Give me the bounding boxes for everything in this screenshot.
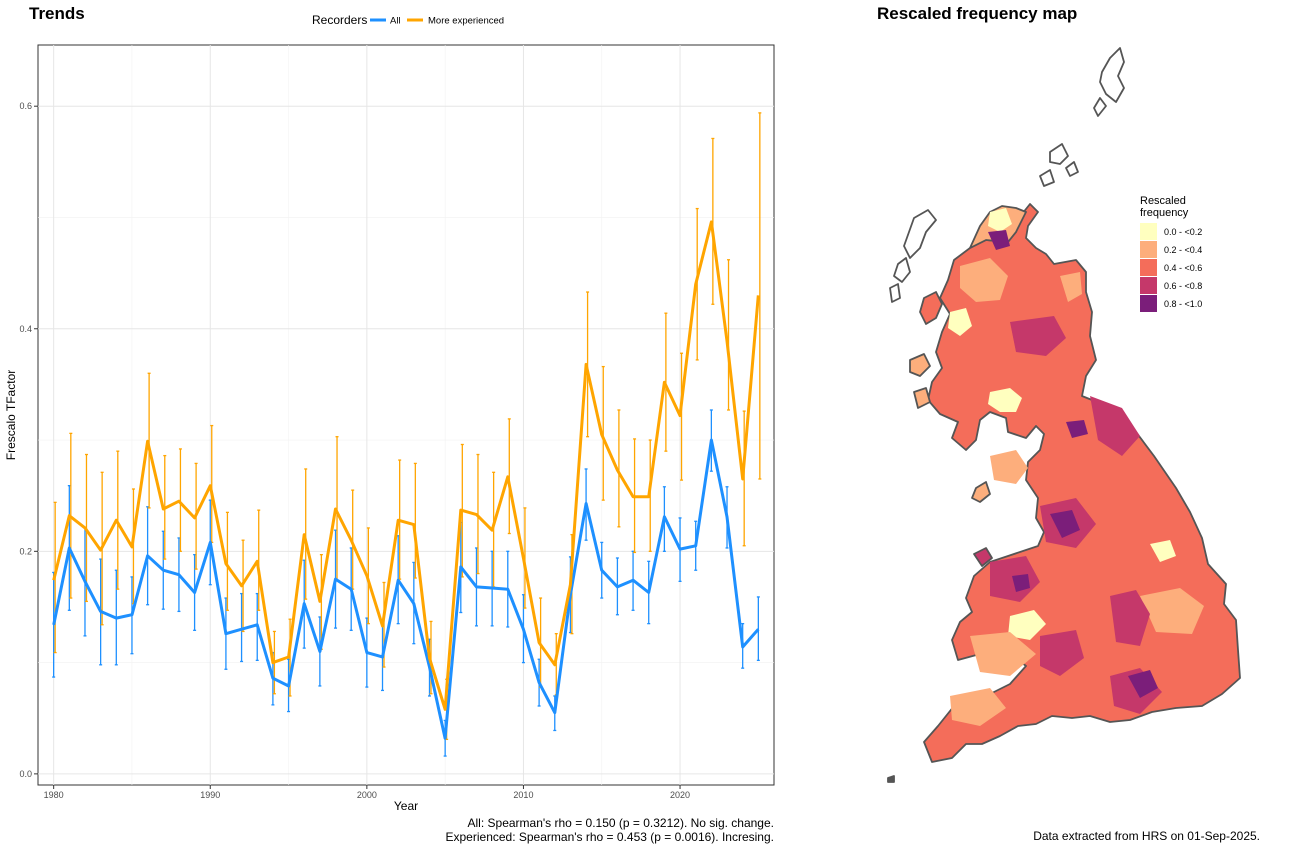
patch-mid-low — [990, 450, 1028, 484]
map-legend-label: 0.0 - <0.2 — [1164, 227, 1202, 237]
map-legend-label: 0.4 - <0.6 — [1164, 263, 1202, 273]
anglesey — [973, 547, 993, 567]
map-legend-swatch — [1140, 277, 1157, 294]
patch-high — [1040, 630, 1084, 676]
y-tick-label: 0.0 — [19, 769, 32, 779]
patch-very-high — [1012, 574, 1030, 592]
legend-label-experienced: More experienced — [428, 16, 504, 27]
patch-high — [1110, 590, 1150, 646]
x-tick-label: 1990 — [200, 790, 220, 800]
y-tick-label: 0.2 — [19, 546, 32, 556]
patch-high — [1010, 316, 1066, 356]
map-title: Rescaled frequency map — [877, 4, 1078, 23]
islay — [913, 387, 931, 409]
x-tick-label: 1980 — [44, 790, 64, 800]
trends-chart: Recorders All More experienced 1980 1990 2… — [4, 13, 775, 813]
legend-label-all: All — [390, 16, 401, 27]
patch-mid-low — [960, 258, 1008, 302]
shetland — [1093, 47, 1125, 117]
patch-high — [1090, 396, 1140, 456]
patch-very-high — [1128, 670, 1158, 698]
patch-very-high — [988, 230, 1010, 250]
spearman-stats: All: Spearman's rho = 0.150 (p = 0.3212)… — [446, 816, 775, 844]
x-axis-label: Year — [394, 799, 418, 813]
skye — [919, 291, 943, 325]
patch-low — [948, 308, 972, 336]
patch-low — [1150, 540, 1176, 562]
patch-mid-low — [1060, 272, 1082, 302]
mull — [909, 353, 931, 377]
patch-low — [988, 208, 1012, 232]
map-legend-title: Rescaled — [1140, 195, 1186, 207]
map-legend-swatch — [1140, 259, 1157, 276]
map-legend: Rescaled frequency 0.0 - <0.2 0.2 - <0.4 0… — [1140, 195, 1202, 312]
map-legend-label: 0.6 - <0.8 — [1164, 281, 1202, 291]
orkney — [1039, 143, 1079, 187]
map-legend-label: 0.2 - <0.4 — [1164, 245, 1202, 255]
map-legend-title: frequency — [1140, 207, 1189, 219]
patch-mid-low — [950, 688, 1006, 726]
patch-mid-low — [970, 632, 1036, 676]
x-tick-label: 2010 — [513, 790, 533, 800]
stats-experienced: Experienced: Spearman's rho = 0.453 (p =… — [445, 830, 775, 844]
isle-of-man — [971, 481, 991, 503]
trends-title: Trends — [29, 4, 85, 23]
map-legend-swatch — [1140, 295, 1157, 312]
y-axis-label: Frescalo TFactor — [4, 370, 18, 460]
patch-low — [988, 388, 1022, 412]
patch-very-high — [1066, 420, 1088, 438]
extract-note: Data extracted from HRS on 01-Sep-2025. — [1033, 829, 1260, 843]
axis-ticks: 1980 1990 2000 2010 2020 0.0 0.2 0.4 0.6 — [19, 101, 690, 800]
patch-low — [1008, 610, 1046, 640]
map-legend-swatch — [1140, 241, 1157, 258]
stats-all: All: Spearman's rho = 0.150 (p = 0.3212)… — [467, 816, 774, 830]
frequency-map: Rescaled frequency 0.0 - <0.2 0.2 - <0.4 0… — [887, 47, 1241, 783]
y-tick-label: 0.4 — [19, 324, 32, 334]
series-line-experienced — [52, 220, 760, 711]
x-tick-label: 2020 — [670, 790, 690, 800]
x-tick-label: 2000 — [357, 790, 377, 800]
patch-very-high — [1050, 510, 1080, 538]
plot-panel — [37, 44, 775, 786]
scilly — [887, 775, 895, 783]
map-legend-label: 0.8 - <1.0 — [1164, 299, 1202, 309]
frequency-patches — [948, 208, 1204, 726]
chart-legend: Recorders All More experienced — [312, 13, 504, 27]
outer-hebrides — [889, 209, 937, 303]
series-lines — [52, 220, 760, 740]
y-tick-label: 0.6 — [19, 101, 32, 111]
series-line-all — [52, 438, 760, 740]
patch-mid-low — [1140, 588, 1204, 634]
legend-title: Recorders — [312, 13, 367, 27]
map-legend-swatch — [1140, 223, 1157, 240]
